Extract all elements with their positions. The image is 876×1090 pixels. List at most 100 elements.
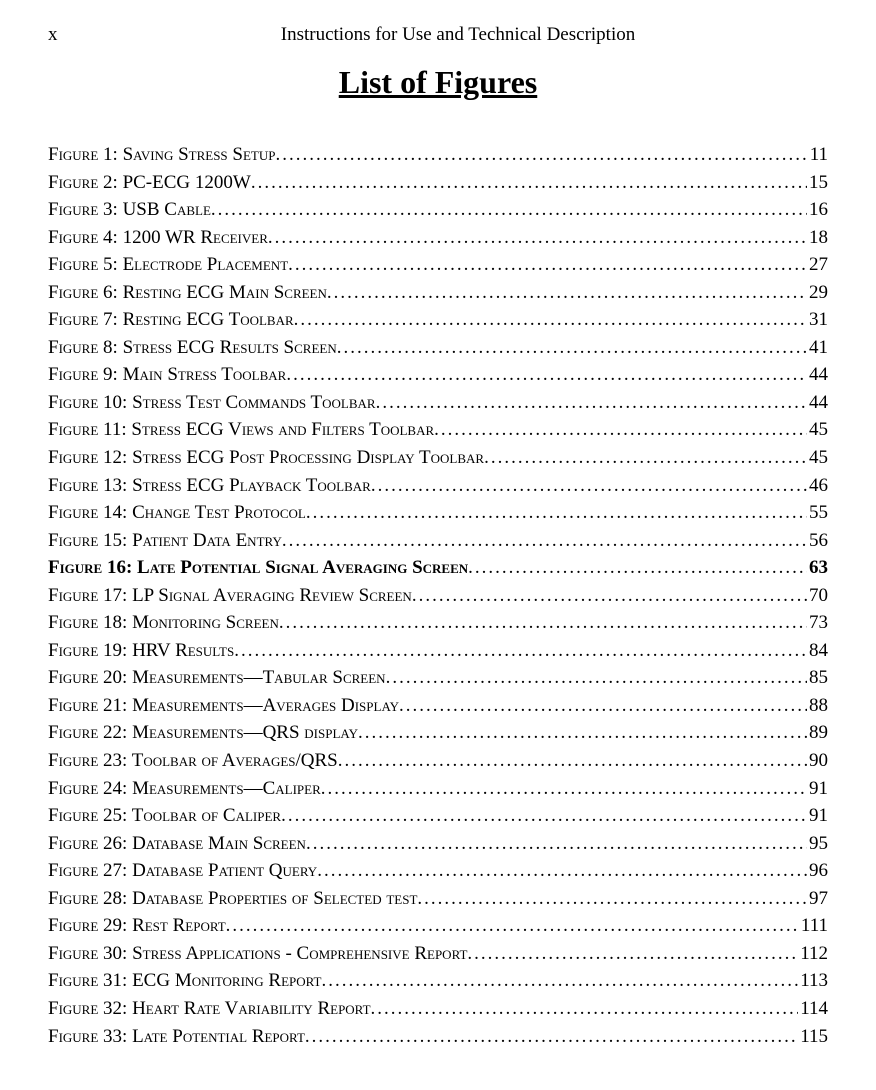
figure-entry-page: 55 <box>807 499 828 527</box>
leader-dots <box>371 472 807 500</box>
figure-entry-page: 97 <box>807 885 828 913</box>
figure-entry: Figure 19: HRV Results84 <box>48 637 828 665</box>
figure-entry-label: Figure 1: Saving Stress Setup <box>48 141 275 169</box>
figure-entry: Figure 13: Stress ECG Playback Toolbar46 <box>48 472 828 500</box>
figure-entry-page: 84 <box>807 637 828 665</box>
figure-entry-label: Figure 16: Late Potential Signal Averagi… <box>48 554 468 582</box>
figure-entry-label: Figure 3: USB Cable <box>48 196 211 224</box>
figure-entry-label: Figure 6: Resting ECG Main Screen <box>48 279 327 307</box>
leader-dots <box>417 885 807 913</box>
figure-entry: Figure 11: Stress ECG Views and Filters … <box>48 416 828 444</box>
figure-entry-page: 29 <box>807 279 828 307</box>
figure-entry-page: 44 <box>807 361 828 389</box>
figure-entry-page: 44 <box>807 389 828 417</box>
figure-entry-label: Figure 8: Stress ECG Results Screen <box>48 334 337 362</box>
leader-dots <box>211 196 807 224</box>
leader-dots <box>399 692 807 720</box>
figure-entry-label: Figure 7: Resting ECG Toolbar <box>48 306 294 334</box>
figure-entry-label: Figure 14: Change Test Protocol <box>48 499 306 527</box>
leader-dots <box>286 361 807 389</box>
figure-entry-page: 95 <box>807 830 828 858</box>
figure-entry-label: Figure 24: Measurements—Caliper <box>48 775 321 803</box>
figure-entry: Figure 7: Resting ECG Toolbar 31 <box>48 306 828 334</box>
leader-dots <box>484 444 807 472</box>
leader-dots <box>306 499 807 527</box>
figure-entry-label: Figure 28: Database Properties of Select… <box>48 885 417 913</box>
figure-entry-page: 27 <box>807 251 828 279</box>
figure-entry: Figure 23: Toolbar of Averages/QRS 90 <box>48 747 828 775</box>
figure-entry-page: 16 <box>807 196 828 224</box>
figure-entry-page: 41 <box>807 334 828 362</box>
figure-entry-label: Figure 12: Stress ECG Post Processing Di… <box>48 444 484 472</box>
page-header-title: Instructions for Use and Technical Descr… <box>88 24 828 46</box>
figure-entry-label: Figure 23: Toolbar of Averages/QRS <box>48 747 338 775</box>
list-of-figures: Figure 1: Saving Stress Setup11Figure 2:… <box>48 141 828 1050</box>
figure-entry-page: 85 <box>807 664 828 692</box>
figure-entry-label: Figure 27: Database Patient Query <box>48 857 317 885</box>
leader-dots <box>288 251 807 279</box>
figure-entry-page: 90 <box>807 747 828 775</box>
figure-entry: Figure 3: USB Cable 16 <box>48 196 828 224</box>
figure-entry-page: 15 <box>807 169 828 197</box>
figure-entry: Figure 1: Saving Stress Setup 11 <box>48 141 828 169</box>
figure-entry-label: Figure 17: LP Signal Averaging Review Sc… <box>48 582 412 610</box>
leader-dots <box>337 334 807 362</box>
figure-entry: Figure 29: Rest Report111 <box>48 912 828 940</box>
figure-entry-label: Figure 2: PC-ECG 1200W <box>48 169 251 197</box>
figure-entry: Figure 9: Main Stress Toolbar 44 <box>48 361 828 389</box>
figure-entry-label: Figure 33: Late Potential Report <box>48 1023 305 1051</box>
figure-entry-label: Figure 30: Stress Applications - Compreh… <box>48 940 467 968</box>
figure-entry-page: 70 <box>807 582 828 610</box>
figure-entry: Figure 16: Late Potential Signal Averagi… <box>48 554 828 582</box>
leader-dots <box>306 830 807 858</box>
leader-dots <box>281 802 807 830</box>
leader-dots <box>358 719 807 747</box>
figure-entry: Figure 14: Change Test Protocol 55 <box>48 499 828 527</box>
leader-dots <box>376 389 807 417</box>
figure-entry-label: Figure 18: Monitoring Screen <box>48 609 279 637</box>
leader-dots <box>279 609 807 637</box>
figure-entry-page: 18 <box>807 224 828 252</box>
figure-entry: Figure 20: Measurements—Tabular Screen 85 <box>48 664 828 692</box>
figure-entry-label: Figure 9: Main Stress Toolbar <box>48 361 286 389</box>
figure-entry: Figure 18: Monitoring Screen73 <box>48 609 828 637</box>
figure-entry-page: 31 <box>807 306 828 334</box>
page-title: List of Figures <box>48 64 828 101</box>
leader-dots <box>468 554 807 582</box>
leader-dots <box>371 995 799 1023</box>
figure-entry-label: Figure 31: ECG Monitoring Report <box>48 967 322 995</box>
leader-dots <box>275 141 807 169</box>
figure-entry: Figure 2: PC-ECG 1200W 15 <box>48 169 828 197</box>
figure-entry-page: 11 <box>808 141 828 169</box>
figure-entry-page: 46 <box>807 472 828 500</box>
leader-dots <box>322 967 799 995</box>
leader-dots <box>317 857 807 885</box>
figure-entry: Figure 8: Stress ECG Results Screen 41 <box>48 334 828 362</box>
figure-entry-label: Figure 32: Heart Rate Variability Report <box>48 995 371 1023</box>
figure-entry: Figure 12: Stress ECG Post Processing Di… <box>48 444 828 472</box>
leader-dots <box>251 169 807 197</box>
figure-entry-page: 45 <box>807 444 828 472</box>
figure-entry-label: Figure 20: Measurements—Tabular Screen <box>48 664 386 692</box>
leader-dots <box>321 775 807 803</box>
page-roman-numeral: x <box>48 24 88 46</box>
figure-entry: Figure 28: Database Properties of Select… <box>48 885 828 913</box>
leader-dots <box>412 582 807 610</box>
figure-entry-label: Figure 5: Electrode Placement <box>48 251 288 279</box>
figure-entry: Figure 32: Heart Rate Variability Report… <box>48 995 828 1023</box>
leader-dots <box>327 279 807 307</box>
figure-entry-page: 112 <box>798 940 828 968</box>
leader-dots <box>338 747 807 775</box>
figure-entry-label: Figure 26: Database Main Screen <box>48 830 306 858</box>
figure-entry: Figure 22: Measurements—QRS display89 <box>48 719 828 747</box>
figure-entry: Figure 26: Database Main Screen 95 <box>48 830 828 858</box>
figure-entry-page: 88 <box>807 692 828 720</box>
figure-entry-page: 114 <box>798 995 828 1023</box>
leader-dots <box>234 637 807 665</box>
leader-dots <box>434 416 807 444</box>
leader-dots <box>282 527 807 555</box>
figure-entry: Figure 25: Toolbar of Caliper91 <box>48 802 828 830</box>
leader-dots <box>467 940 798 968</box>
figure-entry-label: Figure 22: Measurements—QRS display <box>48 719 358 747</box>
leader-dots <box>226 912 799 940</box>
